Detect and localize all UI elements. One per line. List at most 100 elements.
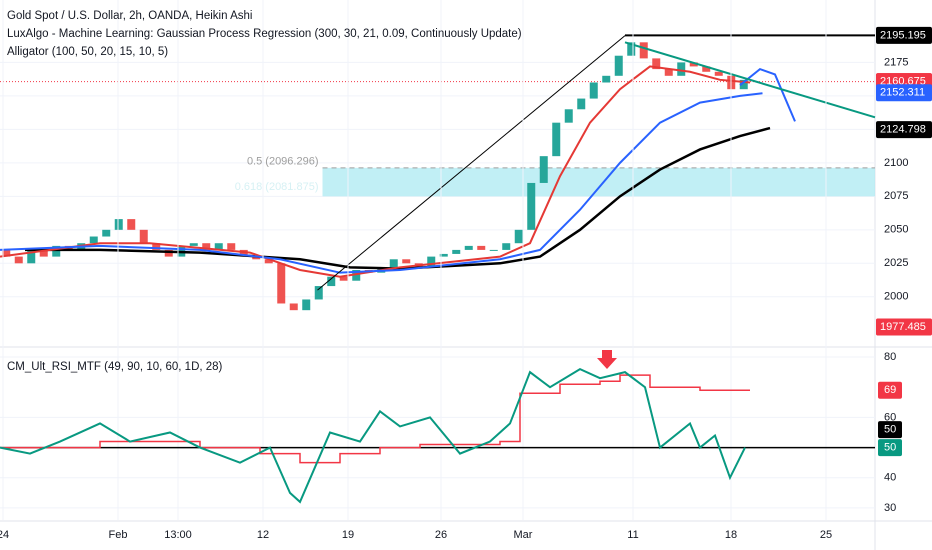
value-badge-text: 69	[884, 384, 896, 396]
candle	[102, 229, 111, 237]
candle	[164, 249, 173, 257]
x-tick-label: 25	[820, 529, 832, 541]
candle	[714, 71, 723, 76]
candle	[114, 219, 123, 230]
candle	[302, 299, 311, 311]
candle	[689, 62, 698, 67]
y-tick-label: 2100	[884, 157, 908, 169]
line	[317, 35, 626, 291]
candle	[39, 249, 48, 257]
candle	[389, 259, 398, 268]
candle	[27, 249, 36, 264]
price-badge	[876, 121, 932, 139]
candle	[314, 286, 323, 300]
price-badge-text: 2152.311	[880, 87, 925, 99]
candle	[677, 62, 686, 76]
indicator-label: Alligator (100, 50, 20, 15, 10, 5)	[7, 46, 168, 58]
y-tick-label: 2025	[884, 257, 908, 269]
indicator-label: CM_Ult_RSI_MTF (49, 90, 10, 60, 1D, 28)	[7, 361, 223, 373]
signal-arrow	[597, 350, 617, 369]
candle	[277, 263, 286, 304]
price-badge-text: 2124.798	[880, 124, 926, 136]
x-tick-label: 13:00	[164, 529, 192, 541]
candle	[527, 182, 536, 230]
candle	[564, 109, 573, 123]
candle	[577, 98, 586, 110]
candle	[189, 243, 198, 246]
fib-label: 0.618 (2081.875)	[235, 181, 319, 193]
price-badge	[876, 318, 932, 336]
candle	[202, 243, 211, 250]
candle	[427, 256, 436, 268]
chart-title: Gold Spot / U.S. Dollar, 2h, OANDA, Heik…	[7, 10, 252, 22]
candle	[327, 276, 336, 287]
candle	[477, 245, 486, 250]
y-tick-label: 2075	[884, 190, 908, 202]
candle	[227, 243, 236, 250]
value-badge	[878, 381, 902, 399]
candle	[664, 69, 673, 76]
candle	[589, 82, 598, 99]
x-tick-label: 18	[725, 529, 737, 541]
y-tick-label: 2000	[884, 291, 908, 303]
line	[0, 92, 763, 274]
x-tick-label: 19	[342, 529, 354, 541]
value-badge-text: 50	[884, 423, 896, 435]
candle	[464, 245, 473, 250]
candle	[152, 243, 161, 250]
candle	[264, 259, 273, 264]
indicator-label: LuxAlgo - Machine Learning: Gaussian Pro…	[7, 28, 522, 40]
candle	[652, 58, 661, 70]
candle	[89, 236, 98, 244]
candle	[127, 219, 136, 230]
line	[624, 41, 876, 119]
fib-label: 0.5 (2096.296)	[247, 156, 319, 168]
candle	[602, 75, 611, 83]
x-tick-label: 26	[435, 529, 447, 541]
candle	[339, 276, 348, 281]
x-tick-label: 12	[257, 529, 269, 541]
candle	[214, 243, 223, 250]
candle	[402, 259, 411, 264]
candle	[614, 55, 623, 76]
candle	[139, 229, 148, 244]
price-badge	[876, 84, 932, 102]
candle	[739, 79, 748, 90]
candle	[252, 256, 261, 260]
candle	[352, 270, 361, 281]
candle	[502, 243, 511, 250]
candle	[702, 66, 711, 72]
y-tick-label: 40	[884, 472, 896, 484]
candle	[452, 249, 461, 254]
candle	[514, 229, 523, 244]
x-tick-label: Feb	[109, 529, 128, 541]
y-tick-label: 2175	[884, 56, 908, 68]
candle	[14, 256, 23, 264]
y-tick-label: 60	[884, 411, 896, 423]
candle	[627, 42, 636, 56]
candle	[289, 303, 298, 311]
line	[0, 367, 746, 504]
value-badge	[878, 421, 902, 439]
value-badge	[878, 439, 902, 457]
line	[0, 65, 751, 278]
candle	[439, 253, 448, 257]
candle	[539, 156, 548, 183]
x-tick-label: Mar	[514, 529, 533, 541]
y-tick-label: 2050	[884, 224, 908, 236]
x-tick-label: 24	[0, 529, 9, 541]
value-badge-text: 50	[884, 441, 896, 453]
y-tick-label: 80	[884, 351, 896, 363]
price-badge	[876, 26, 932, 44]
line	[739, 67, 796, 122]
y-tick-label: 30	[884, 502, 896, 514]
candle	[239, 249, 248, 257]
candle	[52, 245, 61, 257]
fib-zone	[322, 167, 875, 197]
price-badge-text: 1977.485	[880, 321, 926, 333]
candle	[639, 42, 648, 59]
candle	[2, 249, 11, 257]
